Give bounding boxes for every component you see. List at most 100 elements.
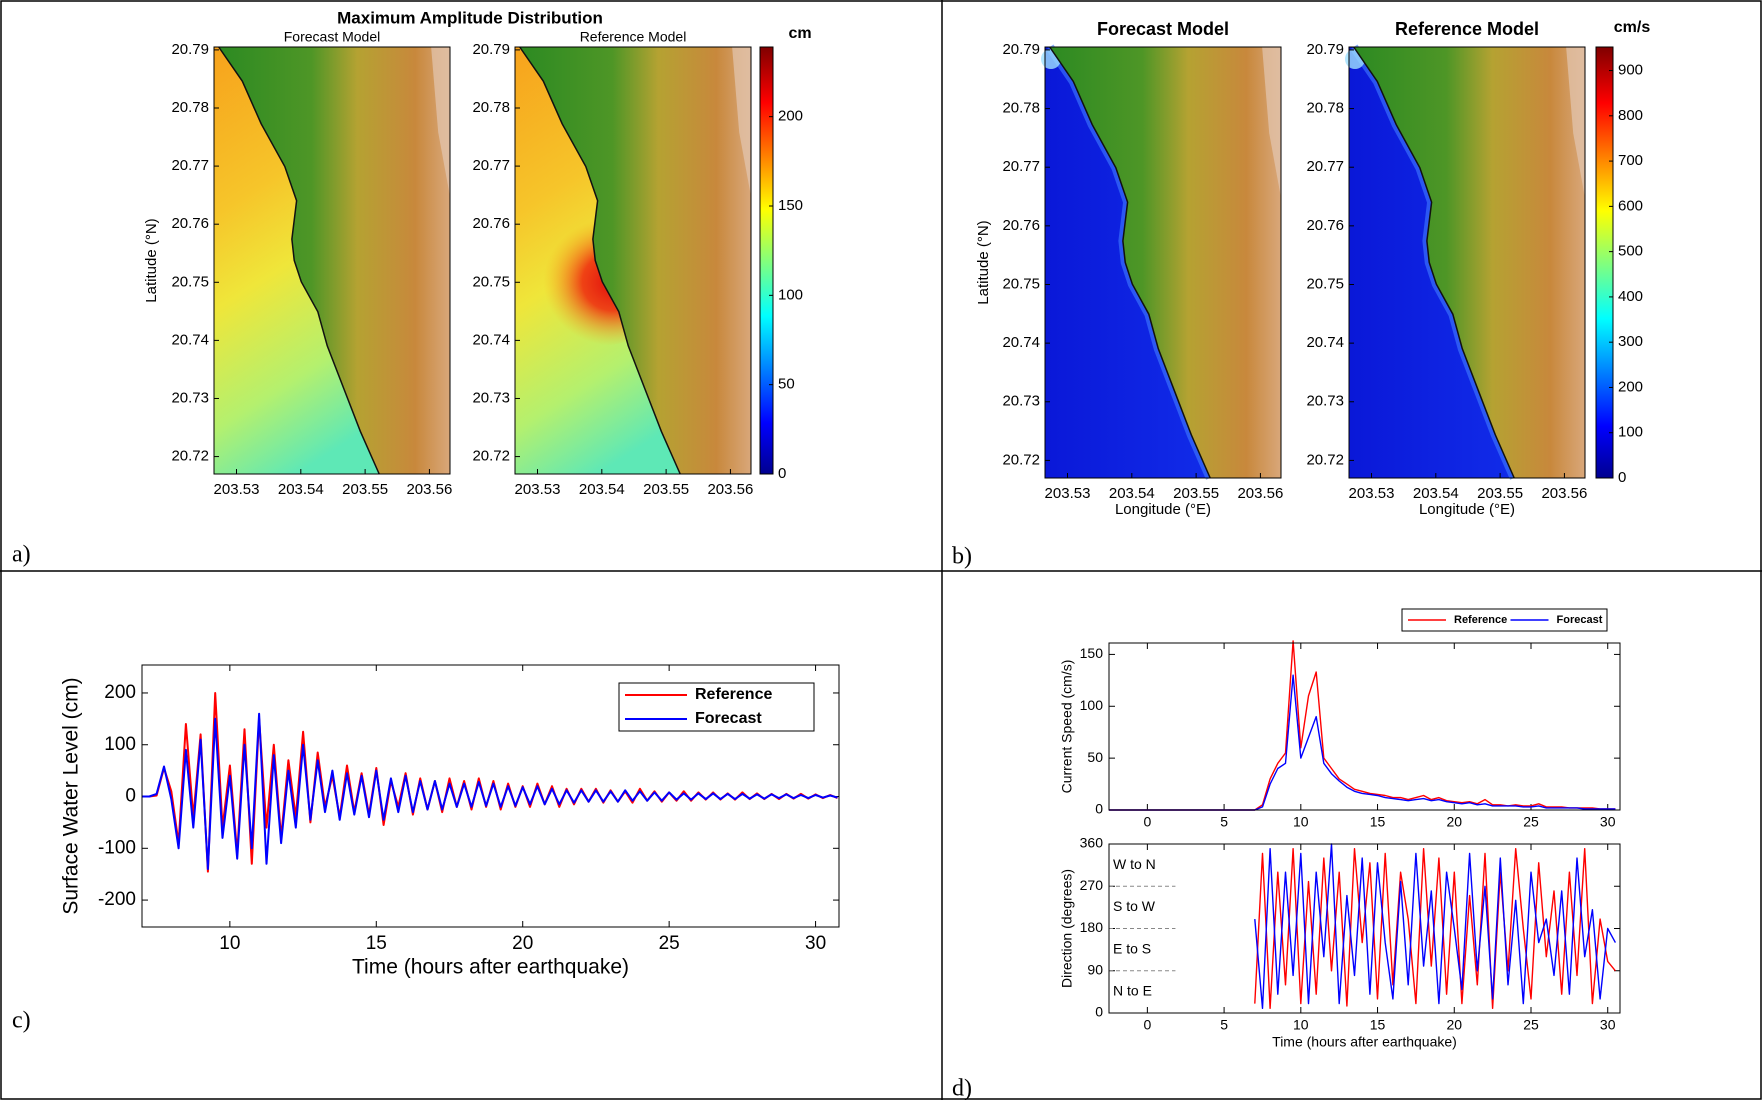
- series-line: [1109, 640, 1616, 811]
- map-frame: [1044, 46, 1282, 479]
- x-tick-label: 25: [659, 933, 680, 954]
- legend-label: Forecast: [1557, 614, 1603, 626]
- y-axis-label: Current Speed (cm/s): [1059, 660, 1075, 794]
- y-tick-label: 20.78: [472, 99, 510, 116]
- x-tick-label: 203.54: [1413, 485, 1459, 502]
- colorbar-tick-label: 100: [1618, 424, 1643, 441]
- colorbar-label: cm: [788, 25, 811, 42]
- y-tick-label: 20.77: [171, 157, 209, 174]
- highland: [1262, 47, 1281, 198]
- series-line: [142, 712, 838, 870]
- y-tick-label: 100: [104, 734, 136, 755]
- y-tick-label: -200: [98, 889, 136, 910]
- x-tick-label: 15: [1370, 813, 1386, 829]
- y-axis-label: Surface Water Level (cm): [60, 677, 83, 914]
- legend-box: [618, 682, 815, 732]
- x-tick-label: 203.54: [579, 481, 625, 498]
- y-tick-label: 20.74: [1002, 334, 1040, 351]
- y-tick-label: 360: [1080, 835, 1104, 851]
- x-tick-label: 20: [1446, 1016, 1462, 1032]
- sector-label: N to E: [1113, 983, 1152, 999]
- x-tick-label: 203.54: [278, 481, 324, 498]
- plot-area: [1109, 643, 1620, 810]
- panel-label: b): [952, 544, 972, 570]
- coastline: [218, 46, 380, 475]
- map-title: Reference Model: [580, 29, 687, 45]
- chart-title: Maximum Amplitude Distribution: [337, 8, 603, 27]
- y-tick-label: 20.73: [1002, 393, 1040, 410]
- x-tick-label: 30: [1600, 813, 1616, 829]
- plot-frame: [1108, 843, 1621, 1014]
- y-tick-label: 270: [1080, 877, 1104, 893]
- y-tick-label: 90: [1087, 961, 1103, 977]
- sector-label: W to N: [1113, 856, 1156, 872]
- y-tick-label: 0: [125, 786, 136, 807]
- x-tick-label: 10: [1293, 1016, 1309, 1032]
- colorbar-tick-label: 500: [1618, 243, 1643, 260]
- x-tick-label: 0: [1143, 1016, 1151, 1032]
- colorbar-tick-label: 50: [778, 376, 795, 393]
- colorbar-tick-label: 400: [1618, 288, 1643, 305]
- colorbar-tick-label: 0: [778, 465, 786, 482]
- y-tick-label: 20.72: [1002, 451, 1040, 468]
- y-tick-label: 0: [1095, 1004, 1103, 1020]
- y-tick-label: 20.79: [171, 41, 209, 58]
- x-axis-label: Longitude (°E): [1115, 501, 1211, 518]
- legend-label: Forecast: [695, 710, 762, 727]
- y-tick-label: 20.74: [472, 331, 510, 348]
- colorbar-tick-label: 900: [1618, 62, 1643, 79]
- y-tick-label: 100: [1080, 697, 1104, 713]
- colorbar-tick-label: 100: [778, 286, 803, 303]
- x-tick-label: 20: [512, 933, 533, 954]
- x-tick-label: 25: [1523, 1016, 1539, 1032]
- x-axis-label: Time (hours after earthquake): [1272, 1034, 1457, 1050]
- map-title: Reference Model: [1395, 19, 1539, 39]
- panel-label: a): [12, 542, 31, 568]
- legend-label: Reference: [695, 686, 772, 703]
- x-tick-label: 203.56: [1237, 485, 1283, 502]
- colorbar-label: cm/s: [1614, 19, 1651, 36]
- y-tick-label: 20.78: [1306, 100, 1344, 117]
- y-tick-label: 150: [1080, 645, 1104, 661]
- x-tick-label: 203.53: [214, 481, 260, 498]
- x-tick-label: 30: [1600, 1016, 1616, 1032]
- panel-label: c): [12, 1008, 31, 1034]
- x-tick-label: 15: [366, 933, 387, 954]
- map-frame: [514, 46, 752, 475]
- colorbar-tick-label: 200: [778, 108, 803, 125]
- x-tick-label: 20: [1446, 813, 1462, 829]
- y-tick-label: 20.72: [1306, 451, 1344, 468]
- colorbar-tick-label: 0: [1618, 469, 1626, 486]
- colorbar-tick-label: 150: [778, 197, 803, 214]
- y-tick-label: 20.72: [472, 448, 510, 465]
- y-tick-label: 20.73: [171, 389, 209, 406]
- y-tick-label: 20.78: [171, 99, 209, 116]
- map-frame: [213, 46, 451, 475]
- plot-frame: [141, 664, 840, 928]
- y-tick-label: 200: [104, 682, 136, 703]
- y-tick-label: -100: [98, 837, 136, 858]
- y-tick-label: 20.75: [1306, 275, 1344, 292]
- colorbar-tick-label: 800: [1618, 107, 1643, 124]
- x-tick-label: 5: [1220, 813, 1228, 829]
- coastline: [1049, 46, 1211, 479]
- y-axis-label: Direction (degrees): [1059, 869, 1075, 988]
- x-tick-label: 203.55: [1477, 485, 1523, 502]
- y-tick-label: 180: [1080, 919, 1104, 935]
- x-tick-label: 203.53: [515, 481, 561, 498]
- map-title: Forecast Model: [284, 29, 380, 45]
- land: [218, 47, 450, 474]
- highland: [1566, 47, 1585, 198]
- y-axis-label: Latitude (°N): [143, 218, 160, 302]
- x-tick-label: 203.56: [707, 481, 753, 498]
- x-tick-label: 203.55: [342, 481, 388, 498]
- y-axis-label: Latitude (°N): [975, 220, 992, 304]
- colorbar: [1595, 46, 1614, 479]
- x-tick-label: 203.53: [1045, 485, 1091, 502]
- x-tick-label: 10: [219, 933, 240, 954]
- x-tick-label: 203.53: [1349, 485, 1395, 502]
- legend-label: Reference: [1454, 614, 1507, 626]
- y-tick-label: 0: [1095, 801, 1103, 817]
- colorbar-tick-label: 700: [1618, 152, 1643, 169]
- x-tick-label: 203.56: [1541, 485, 1587, 502]
